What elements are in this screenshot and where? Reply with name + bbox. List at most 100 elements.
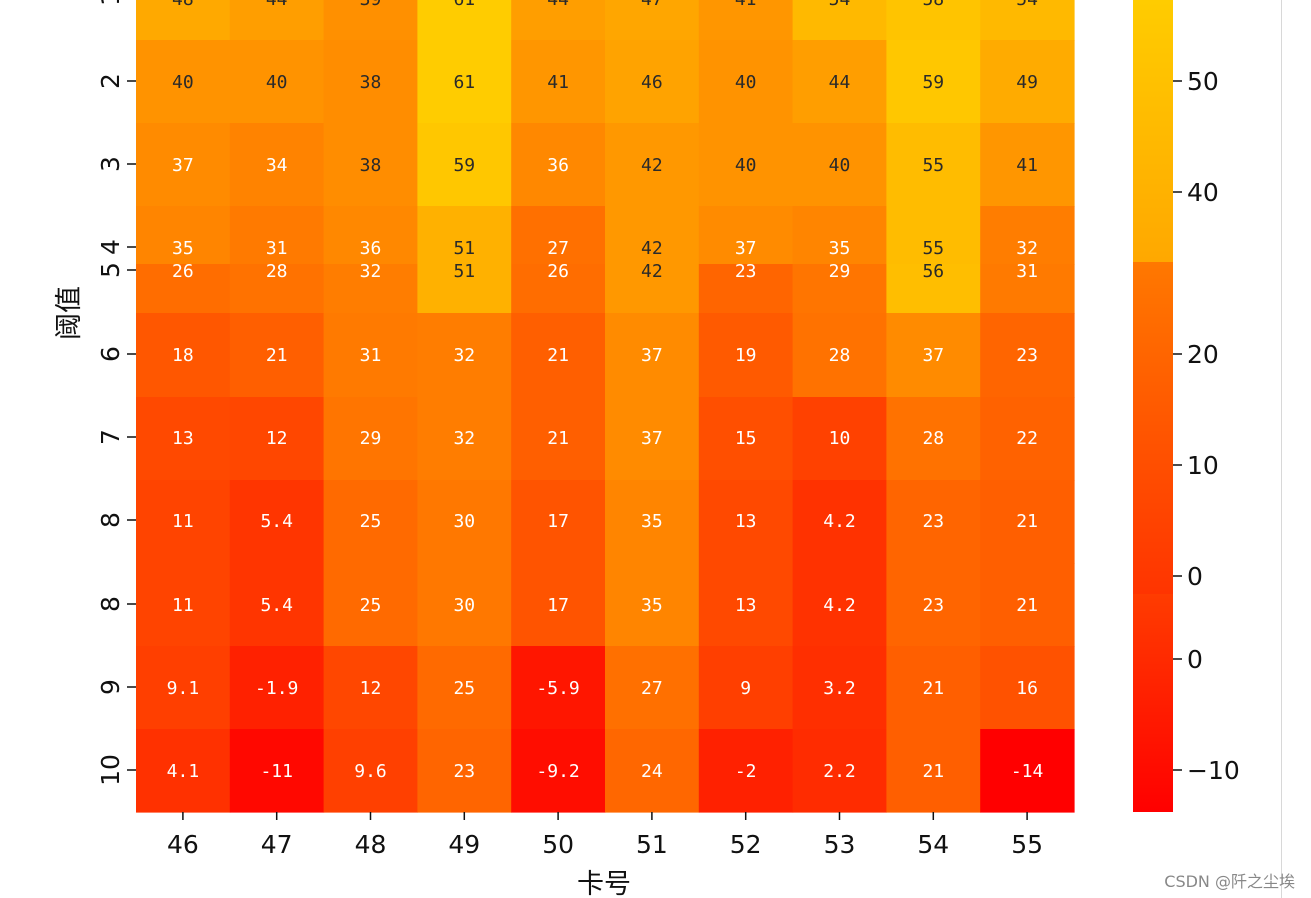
cell-value-label: 15	[735, 428, 757, 449]
heatmap-cell	[229, 0, 325, 41]
heatmap-cell	[417, 40, 512, 124]
x-tick-label: 51	[636, 830, 668, 859]
y-tick-label: 3	[96, 156, 125, 172]
heatmap-cell	[886, 480, 981, 564]
heatmap-cell	[980, 563, 1075, 647]
heatmap-cell	[323, 480, 418, 564]
heatmap-cell	[698, 40, 794, 124]
colorbar-tick-label: 40	[1187, 178, 1219, 207]
cell-value-label: 5.4	[260, 595, 293, 616]
y-axis-label: 阈值	[54, 286, 85, 340]
cell-value-label: 41	[547, 72, 569, 93]
heatmap-cell	[511, 563, 606, 647]
cell-value-label: 13	[172, 428, 194, 449]
cell-value-label: 17	[547, 595, 569, 616]
heatmap-cell	[792, 123, 887, 207]
heatmap-cell	[980, 206, 1075, 265]
cell-value-label: 17	[547, 511, 569, 532]
heatmap-cell	[792, 646, 887, 730]
heatmap-cell	[136, 729, 231, 813]
y-tick-label: 5	[96, 262, 125, 278]
cell-value-label: 25	[360, 511, 382, 532]
cell-value-label: 51	[453, 238, 475, 259]
x-tick-label: 50	[542, 830, 574, 859]
cell-value-label: -9.2	[536, 761, 579, 782]
heatmap-cell	[229, 313, 325, 398]
heatmap-cell	[511, 264, 606, 314]
heatmap-cell	[792, 313, 887, 398]
heatmap-cell	[417, 729, 512, 813]
cell-value-label: 48	[172, 0, 194, 10]
cell-value-label: 4.2	[823, 511, 856, 532]
heatmap-cell	[605, 0, 700, 41]
colorbar-tick-label: −10	[1187, 756, 1240, 785]
cell-value-label: 21	[922, 678, 944, 699]
cell-value-label: 54	[829, 0, 851, 10]
cell-value-label: 23	[922, 595, 944, 616]
cell-value-label: 56	[922, 261, 944, 282]
cell-value-label: 25	[453, 678, 475, 699]
heatmap-cell	[229, 40, 325, 124]
heatmap-cell	[605, 206, 700, 265]
cell-value-label: 31	[360, 345, 382, 366]
heatmap-cell	[229, 729, 325, 813]
cell-value-label: 21	[1016, 595, 1038, 616]
cell-value-label: 4.2	[823, 595, 856, 616]
heatmap-cell	[323, 0, 418, 41]
cell-value-label: 24	[641, 761, 663, 782]
heatmap-cell	[980, 729, 1075, 813]
heatmap-cell	[229, 480, 325, 564]
cell-value-label: 37	[641, 428, 663, 449]
cell-value-label: 41	[735, 0, 757, 10]
heatmap-cell	[136, 313, 231, 398]
cell-value-label: 55	[922, 238, 944, 259]
cell-value-label: 31	[1016, 261, 1038, 282]
cell-value-label: 29	[360, 428, 382, 449]
cell-value-label: 18	[172, 345, 194, 366]
cell-value-label: 44	[829, 72, 851, 93]
heatmap-cell	[136, 264, 231, 314]
cell-value-label: 55	[922, 155, 944, 176]
y-tick-label: 8	[96, 596, 125, 612]
heatmap-cell	[605, 480, 700, 564]
cell-value-label: 59	[922, 72, 944, 93]
cell-value-label: 41	[1016, 155, 1038, 176]
cell-value-label: 35	[172, 238, 194, 259]
heatmap-cell	[886, 313, 981, 398]
colorbar-tick-label: 50	[1187, 67, 1219, 96]
x-axis-label: 卡号	[577, 869, 631, 898]
x-tick-label: 46	[167, 830, 199, 859]
cell-labels: 48 44 39 61 44 47 41 54 58 54 40 40 38 61 41 46 40 44 59 49…	[167, 0, 1044, 782]
y-tick-label: 9	[96, 679, 125, 695]
cell-value-label: 51	[453, 261, 475, 282]
heatmap-cell	[136, 646, 231, 730]
heatmap-cell	[229, 206, 325, 265]
heatmap-cell	[980, 397, 1075, 481]
y-tick-label: 10	[96, 754, 125, 786]
colorbar-tick-label: 20	[1187, 340, 1219, 369]
heatmap-cell	[136, 40, 231, 124]
cell-value-label: 26	[547, 261, 569, 282]
heatmap-cell	[511, 123, 606, 207]
watermark: CSDN @阡之尘埃	[1164, 872, 1295, 891]
x-axis-ticks: 46 47 48 49 50 51 52 53 54 55	[167, 812, 1043, 859]
cell-value-label: 32	[1016, 238, 1038, 259]
cell-value-label: 30	[453, 595, 475, 616]
cell-value-label: 23	[453, 761, 475, 782]
heatmap-cell	[792, 480, 887, 564]
heatmap-cell	[323, 397, 418, 481]
cell-value-label: 21	[547, 428, 569, 449]
heatmap-cell	[792, 563, 887, 647]
heatmap-cell	[323, 729, 418, 813]
cell-value-label: 13	[735, 511, 757, 532]
heatmap-cell	[511, 397, 606, 481]
y-axis-ticks: 1 2 3 4 5 6 7 8 8 9 10	[96, 0, 136, 786]
x-tick-label: 48	[355, 830, 387, 859]
cell-value-label: 22	[1016, 428, 1038, 449]
cell-value-label: 16	[1016, 678, 1038, 699]
heatmap-cell	[980, 264, 1075, 314]
page-divider	[1281, 0, 1282, 898]
cell-value-label: 32	[453, 345, 475, 366]
heatmap-cell	[417, 480, 512, 564]
